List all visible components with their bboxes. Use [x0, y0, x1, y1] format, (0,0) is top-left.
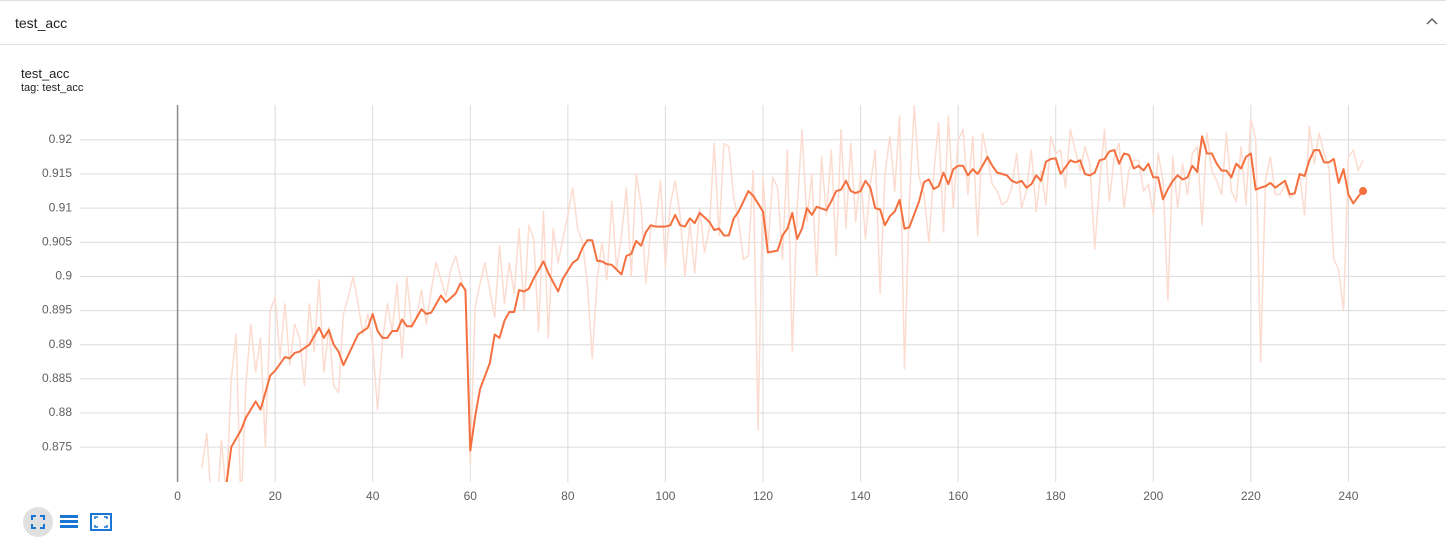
y-tick-label: 0.92	[49, 132, 73, 146]
series-line	[201, 105, 1364, 482]
x-tick-label: 200	[1143, 489, 1163, 503]
x-tick-label: 140	[851, 489, 871, 503]
x-tick-label: 40	[366, 489, 380, 503]
x-tick-label: 100	[655, 489, 675, 503]
grid-layer	[80, 105, 1446, 482]
y-tick-label: 0.905	[42, 234, 72, 248]
toggle-log-button[interactable]	[60, 515, 78, 528]
collapse-button[interactable]	[1424, 13, 1440, 29]
x-tick-label: 240	[1338, 489, 1358, 503]
toolbar-icons	[23, 507, 112, 537]
last-point	[1359, 187, 1368, 196]
x-tick-label: 220	[1241, 489, 1261, 503]
series-line	[225, 135, 1364, 482]
y-tick-label: 0.88	[49, 405, 73, 419]
x-tick-label: 180	[1046, 489, 1066, 503]
fit-domain-button[interactable]	[23, 507, 53, 537]
y-tick-label: 0.885	[42, 371, 72, 385]
x-tick-label: 20	[268, 489, 282, 503]
y-tick-label: 0.89	[49, 337, 73, 351]
download-button[interactable]	[90, 513, 112, 531]
chart-title: test_acc	[21, 66, 70, 81]
x-tick-label: 60	[464, 489, 478, 503]
header-title: test_acc	[15, 15, 68, 31]
y-tick-label: 0.915	[42, 166, 72, 180]
y-tick-label: 0.9	[55, 269, 72, 283]
x-tick-label: 120	[753, 489, 773, 503]
y-tick-label: 0.895	[42, 303, 72, 317]
x-tick-label: 80	[561, 489, 575, 503]
x-tick-label: 160	[948, 489, 968, 503]
axis-labels: 0.875 0.88 0.885 0.89 0.895 0.9 0.905 0.91 0.915…	[42, 132, 1359, 503]
y-tick-label: 0.91	[49, 200, 73, 214]
y-tick-label: 0.875	[42, 439, 72, 453]
toolbar	[22, 507, 122, 544]
x-tick-label: 0	[174, 489, 181, 503]
card-header: test_acc	[0, 0, 1446, 45]
plot-area	[201, 105, 1364, 482]
chart-subtitle: tag: test_acc	[21, 82, 84, 94]
